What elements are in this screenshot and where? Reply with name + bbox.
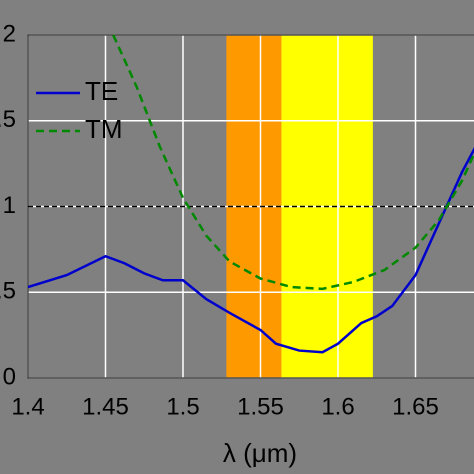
x-tick-label: 1.4 <box>11 393 44 420</box>
series-line <box>112 34 474 291</box>
legend-label: TE <box>85 76 118 106</box>
y-tick-label: 2 <box>3 20 16 47</box>
series-line <box>27 146 474 354</box>
y-tick-label: 0.5 <box>0 278 16 305</box>
x-tick-label: 1.65 <box>392 393 439 420</box>
y-tick-label: 0 <box>3 363 16 390</box>
x-axis-label: λ (μm) <box>223 438 297 468</box>
x-tick-label: 1.6 <box>321 393 354 420</box>
y-tick-label: 1 <box>3 192 16 219</box>
y-tick-label: 1.5 <box>0 106 16 133</box>
x-tick-label: 1.55 <box>237 393 284 420</box>
legend-label: TM <box>85 114 123 144</box>
x-tick-label: 1.5 <box>166 393 199 420</box>
x-tick-label: 1.45 <box>82 393 129 420</box>
axes-frame <box>27 34 474 379</box>
